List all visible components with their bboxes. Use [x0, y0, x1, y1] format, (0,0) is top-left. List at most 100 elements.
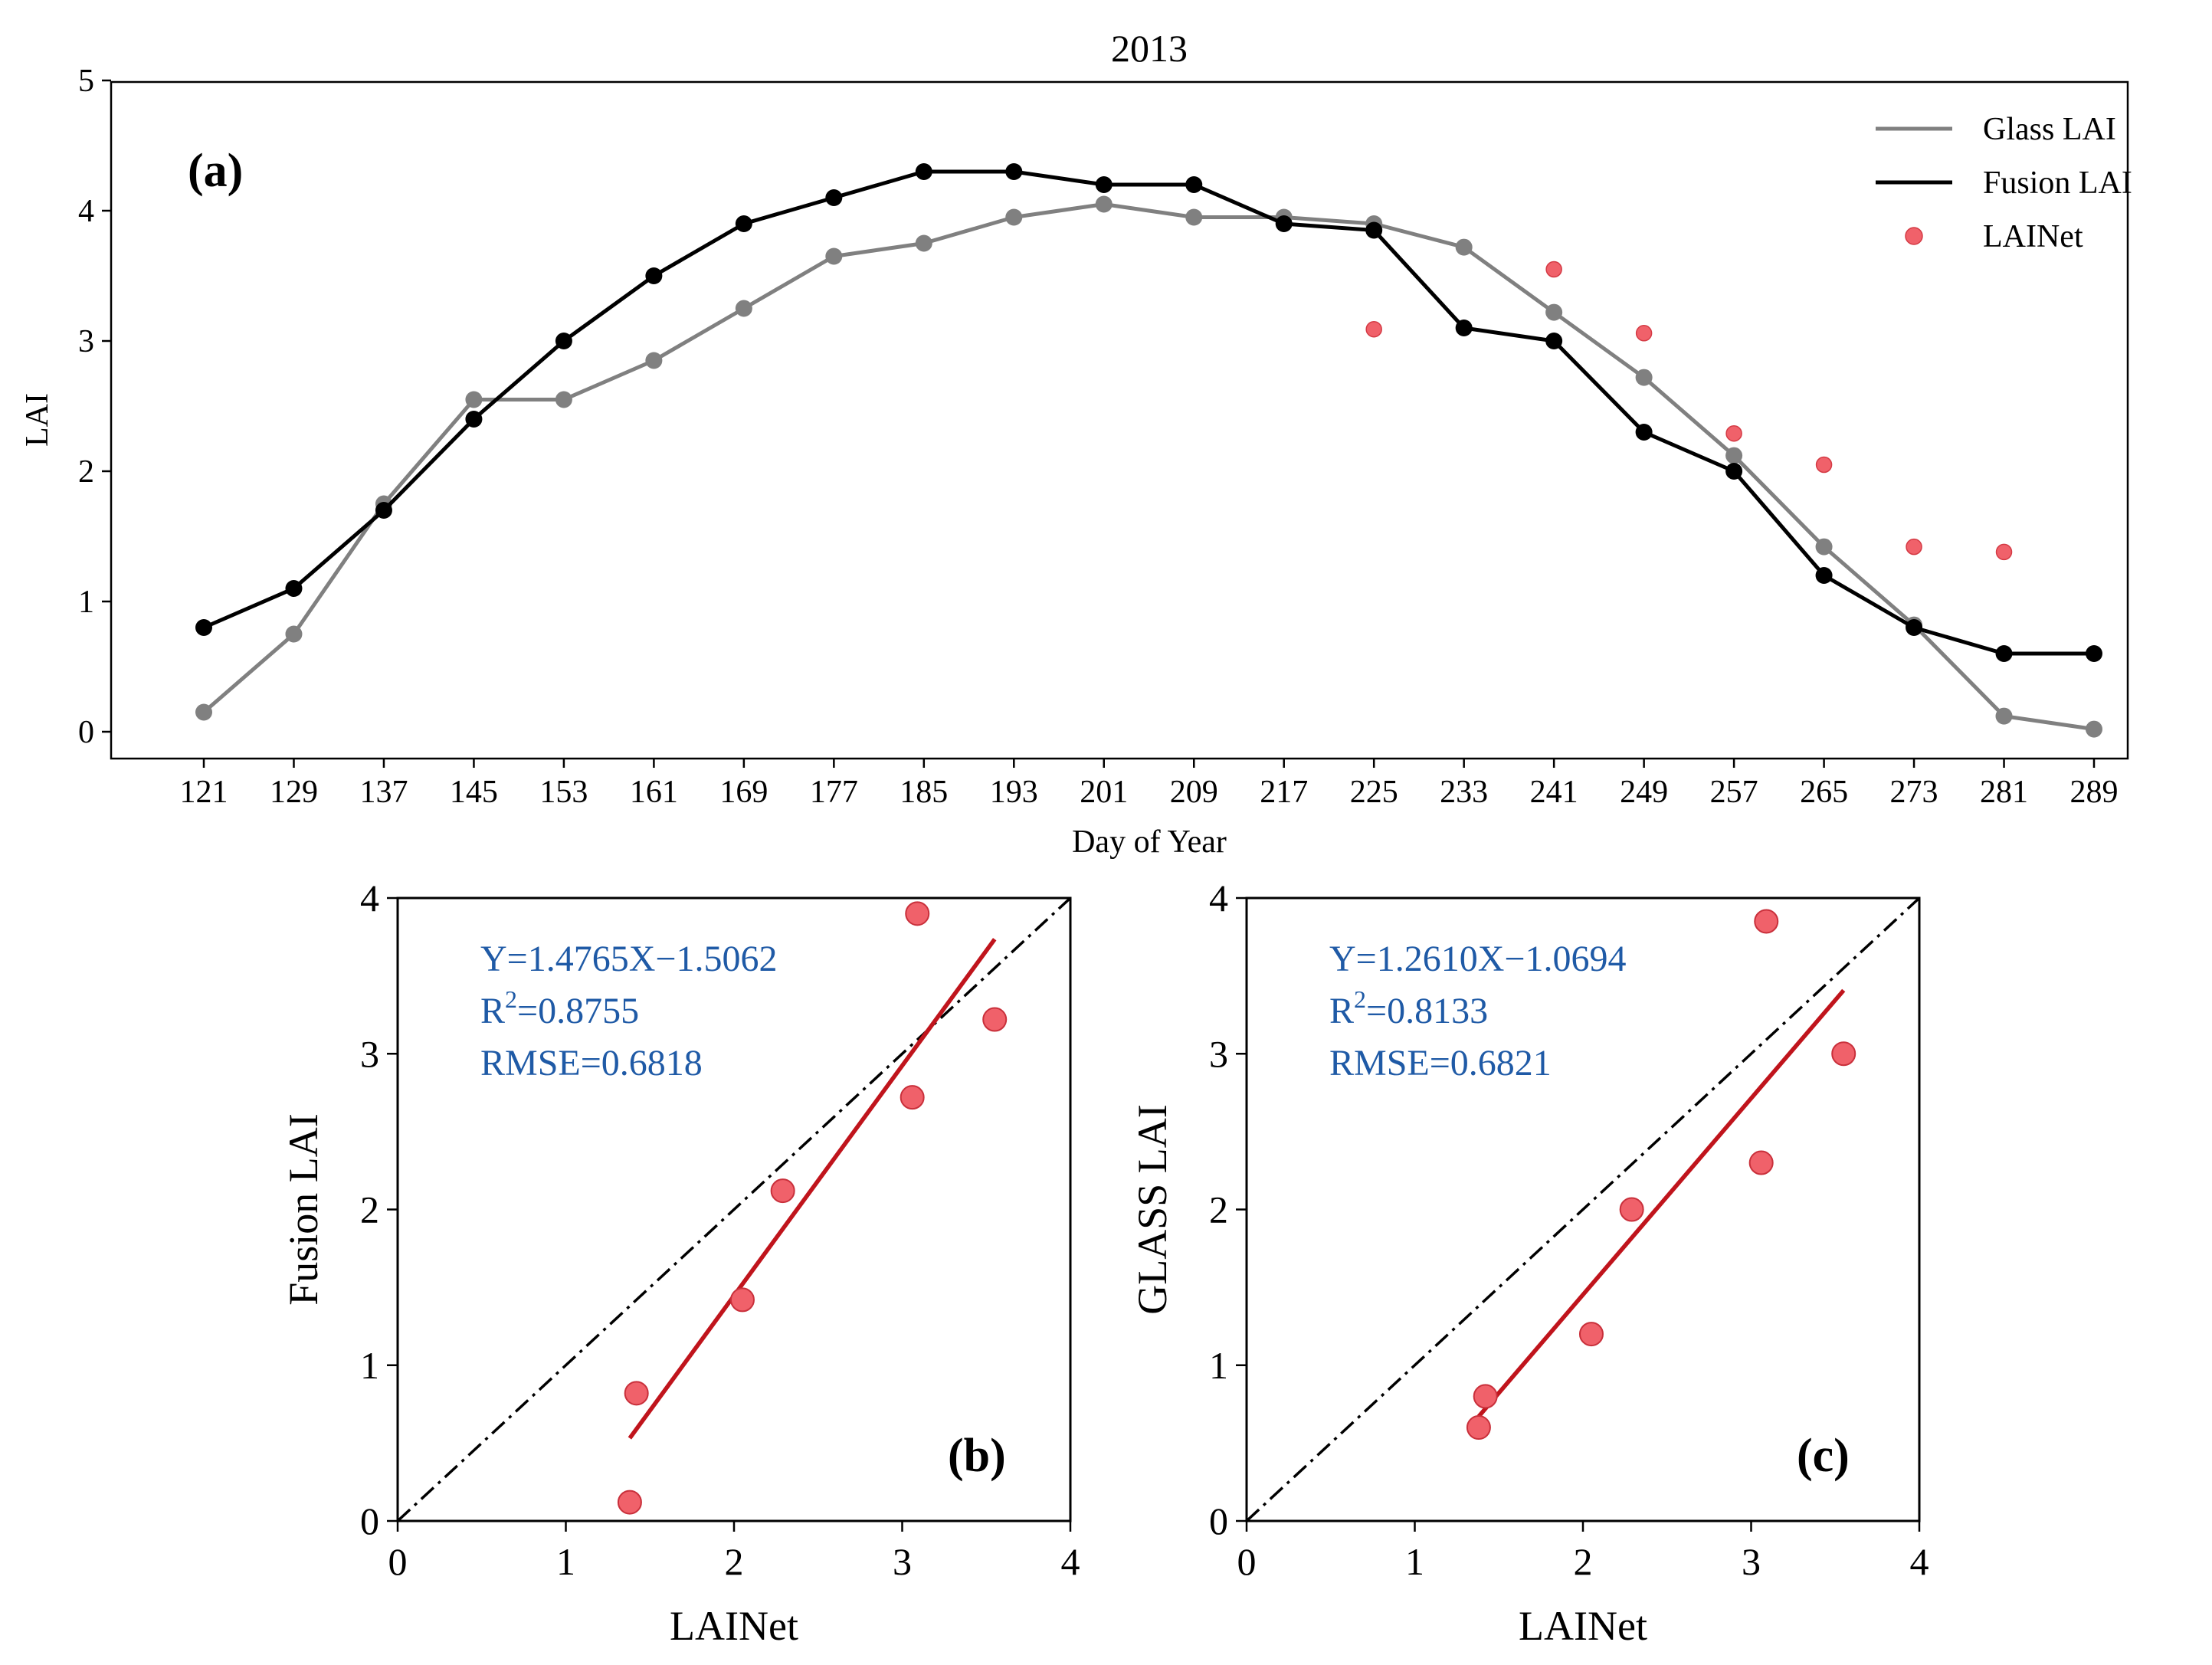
y-tick-label-c: 1: [1209, 1344, 1228, 1387]
scatter-point: [770, 1178, 795, 1204]
scatter-point: [1619, 1197, 1644, 1222]
r-squared-symbol: R: [480, 991, 505, 1031]
x-tick-label-a: 153: [539, 775, 588, 810]
y-tick-label-a: 3: [78, 324, 94, 359]
scatter-point: [1754, 909, 1779, 934]
data-point: [555, 391, 572, 408]
data-point: [1815, 538, 1833, 556]
data-point: [465, 411, 483, 428]
y-axis-label-c: GLASS LAI: [1129, 1104, 1175, 1315]
r-squared-exponent: 2: [1354, 985, 1366, 1013]
x-axis-label-b: LAINet: [670, 1603, 798, 1649]
x-tick-label-c: 1: [1405, 1540, 1424, 1583]
y-tick-label-b: 3: [360, 1032, 379, 1075]
r-squared-exponent: 2: [505, 985, 517, 1013]
one-to-one-line: [1245, 896, 1921, 1522]
series-line: [202, 202, 2095, 732]
panel-label-b: (b): [948, 1430, 1006, 1482]
x-tick-label-a: 225: [1350, 775, 1398, 810]
x-tick-label-a: 281: [1980, 775, 2028, 810]
data-point: [1455, 320, 1473, 336]
r-squared-value: =0.8755: [517, 991, 639, 1031]
data-point: [1005, 208, 1023, 226]
legend-label: Glass LAI: [1983, 112, 2116, 147]
data-point: [1995, 707, 2013, 725]
scatter-point: [729, 1287, 755, 1313]
data-point: [1906, 538, 1922, 556]
legend-swatch-marker: [1905, 227, 1923, 245]
y-tick-label-c: 2: [1209, 1188, 1228, 1231]
data-point: [1545, 333, 1563, 349]
x-tick-label-c: 4: [1910, 1540, 1929, 1583]
chart-title: 2013: [1111, 27, 1188, 70]
panel-label-c: (c): [1797, 1430, 1850, 1482]
rmse: RMSE=0.6821: [1329, 1043, 1552, 1083]
scatter-point: [1831, 1041, 1856, 1067]
x-tick-label-a: 241: [1530, 775, 1578, 810]
data-point: [1635, 325, 1653, 342]
x-tick-label-b: 3: [893, 1540, 912, 1583]
data-point: [1365, 221, 1383, 239]
legend: Glass LAI Fusion LAI LAINet: [1876, 112, 2132, 254]
x-tick-label-c: 0: [1237, 1540, 1257, 1583]
x-tick-label-b: 1: [556, 1540, 575, 1583]
rmse: RMSE=0.6818: [480, 1043, 703, 1083]
y-tick-label-b: 0: [360, 1499, 379, 1542]
panel-b: 0 1 2 3 4 0 1 2 3 4 LAINet Fusion LAI Y=1.4765X−1.50…: [280, 877, 1080, 1649]
series-lainet: [1365, 261, 2013, 561]
data-point: [1635, 369, 1653, 386]
x-tick-label-a: 209: [1170, 775, 1218, 810]
panel-label-a: (a): [188, 145, 243, 197]
scatter-point: [982, 1007, 1008, 1032]
data-point: [1095, 195, 1113, 213]
y-axis-label-a: LAI: [20, 393, 55, 447]
data-point: [1995, 543, 2013, 561]
data-point: [1545, 303, 1563, 321]
data-point: [1275, 215, 1293, 232]
x-tick-label-a: 177: [810, 775, 858, 810]
fit-equation: Y=1.4765X−1.5062: [480, 939, 777, 979]
regression-line: [628, 938, 997, 1440]
y-tick-label-c: 4: [1209, 877, 1228, 919]
data-point: [915, 234, 932, 252]
x-axis-label-c: LAINet: [1519, 1603, 1647, 1649]
data-point: [1455, 238, 1473, 256]
data-point: [825, 189, 843, 206]
scatter-point: [624, 1381, 649, 1406]
x-tick-label-a: 265: [1800, 775, 1848, 810]
scatter-point: [1748, 1150, 1774, 1175]
data-point: [1815, 456, 1833, 474]
x-tick-label-a: 257: [1710, 775, 1758, 810]
series-line: [203, 169, 2094, 656]
data-point: [195, 619, 212, 636]
data-point: [645, 352, 663, 369]
y-tick-label-a: 4: [78, 194, 94, 229]
data-point: [1365, 320, 1382, 338]
scatter-point: [1473, 1384, 1498, 1409]
x-tick-label-c: 2: [1574, 1540, 1593, 1583]
data-point: [1545, 261, 1562, 278]
data-point: [1635, 424, 1653, 441]
data-point: [375, 502, 392, 519]
data-point: [915, 163, 932, 180]
x-tick-label-a: 249: [1620, 775, 1668, 810]
x-tick-label-a: 137: [359, 775, 408, 810]
x-tick-label-b: 4: [1061, 1540, 1080, 1583]
x-tick-label-a: 217: [1260, 775, 1308, 810]
data-point: [1995, 645, 2013, 662]
x-tick-label-a: 121: [180, 775, 228, 810]
data-point: [1725, 447, 1743, 464]
y-tick-label-a: 2: [78, 454, 94, 490]
x-tick-label-a: 201: [1080, 775, 1128, 810]
x-tick-label-a: 193: [990, 775, 1038, 810]
fit-equation: Y=1.2610X−1.0694: [1329, 939, 1626, 979]
data-point: [735, 300, 752, 317]
x-axis-label-a: Day of Year: [1072, 824, 1227, 860]
scatter-point: [1466, 1415, 1491, 1440]
y-tick-label-c: 0: [1209, 1499, 1228, 1542]
data-point: [2086, 720, 2102, 738]
legend-label: Fusion LAI: [1983, 166, 2132, 201]
r-squared: R2=0.8133: [1329, 985, 1488, 1031]
y-tick-label-b: 2: [360, 1188, 379, 1231]
y-tick-label-b: 4: [360, 877, 379, 919]
